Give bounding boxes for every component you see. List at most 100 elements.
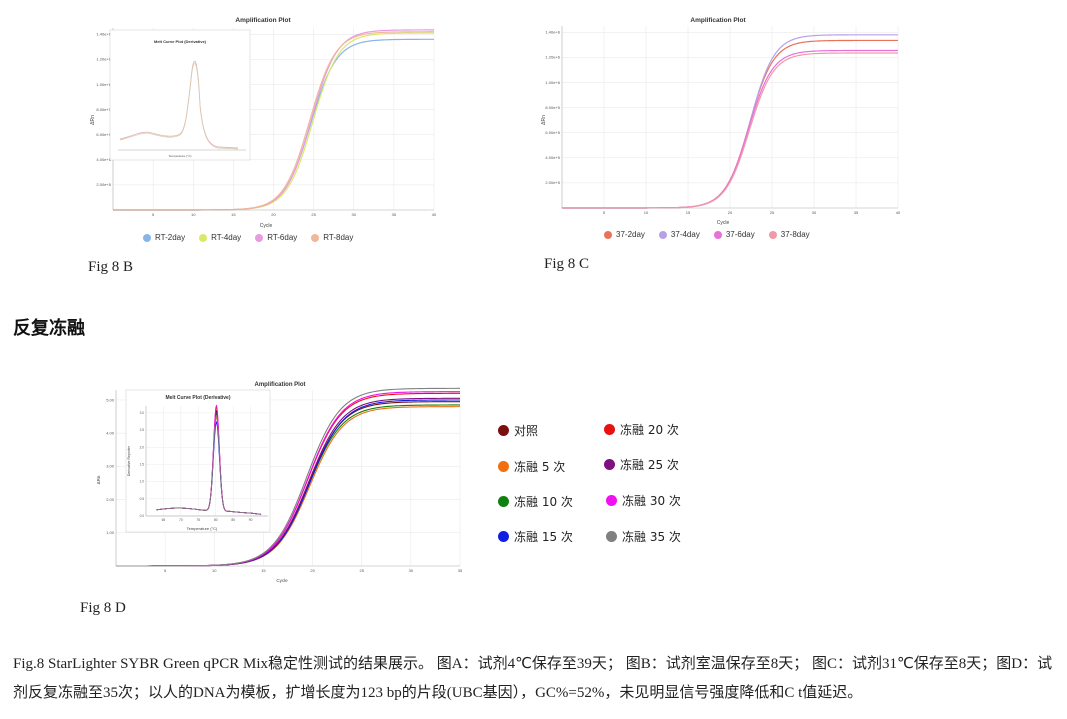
- y-tick-label: 2.00e+5: [96, 182, 111, 187]
- y-tick-label: 6.00e+5: [545, 130, 560, 135]
- x-tick-label: 15: [686, 210, 691, 215]
- x-tick-label: 30: [352, 212, 357, 217]
- inset-y-tick-label: 2.5: [140, 428, 145, 432]
- amplification-plot-c: Amplification Plot 5 10 15 20 25 30 35 40 2.00e+…: [541, 17, 901, 226]
- chart-b-xlabel: Cycle: [260, 223, 273, 229]
- inset-x-tick-label: 90: [249, 518, 253, 522]
- inset-d-ylabel: Derivative Reporter: [127, 445, 131, 476]
- x-tick-label: 15: [261, 568, 266, 573]
- inset-x-tick-label: 85: [231, 518, 235, 522]
- x-tick-label: 40: [432, 212, 437, 217]
- x-tick-label: 30: [812, 210, 817, 215]
- inset-d-title: Melt Curve Plot (Derivative): [165, 395, 230, 401]
- y-tick-label: 4.00e+5: [545, 155, 560, 160]
- legend-b-item: RT-4day: [199, 233, 241, 242]
- section-heading: 反复冻融: [13, 318, 85, 339]
- amplification-plot-d: Amplification Plot 5 10 15 20 25 30 351.002.00…: [96, 382, 463, 583]
- x-tick-label: 10: [212, 568, 217, 573]
- x-tick-label: 40: [896, 210, 901, 215]
- legend-d-item: 冻融 25 次: [604, 456, 679, 473]
- y-tick-label: 1.20e+6: [96, 57, 111, 62]
- legend-b-item: RT-8day: [311, 233, 353, 242]
- x-tick-label: 35: [392, 212, 397, 217]
- chart-d-ylabel: ΔRn: [96, 475, 101, 484]
- y-tick-label: 4.00e+5: [96, 157, 111, 162]
- x-tick-label: 5: [603, 210, 606, 215]
- inset-x-tick-label: 65: [162, 518, 166, 522]
- legend-c-item: 37-8day: [768, 230, 810, 239]
- melt-curve-inset-b: Melt Curve Plot (Derivative) Temperature…: [109, 29, 251, 161]
- chart-b-title: Amplification Plot: [235, 17, 291, 24]
- fig-caption-c: Fig 8 C: [544, 256, 590, 272]
- legend-d-item: 冻融 10 次: [498, 493, 573, 510]
- legend-d: 对照 冻融 5 次 冻融 10 次 冻融 15 次 冻融 20 次 冻融 25 …: [496, 418, 706, 558]
- x-tick-label: 35: [854, 210, 859, 215]
- inset-y-tick-label: 1.0: [140, 480, 145, 484]
- legend-c-item: 37-4day: [658, 230, 700, 239]
- x-tick-label: 20: [271, 212, 276, 217]
- legend-c: 37-2day 37-4day 37-6day 37-8day: [604, 230, 810, 239]
- x-tick-label: 20: [728, 210, 733, 215]
- chart-b-ylabel: ΔRn: [90, 115, 96, 125]
- legend-c-item: 37-2day: [604, 230, 645, 239]
- x-tick-label: 25: [359, 568, 364, 573]
- y-tick-label: 1.40e+6: [545, 30, 560, 35]
- y-tick-label: 1.40e+6: [96, 32, 111, 37]
- figure-description: Fig.8 StarLighter SYBR Green qPCR Mix稳定性…: [13, 656, 1053, 701]
- legend-b-item: RT-2day: [143, 233, 185, 242]
- legend-d-item: 冻融 15 次: [498, 528, 573, 545]
- y-tick-label: 2.00: [106, 497, 115, 502]
- x-tick-label: 15: [231, 212, 236, 217]
- legend-c-item: 37-6day: [713, 230, 755, 239]
- legend-d-item: 对照: [498, 422, 538, 439]
- y-tick-label: 1.00e+6: [96, 82, 111, 87]
- inset-x-tick-label: 70: [179, 518, 183, 522]
- inset-x-tick-label: 80: [214, 518, 218, 522]
- inset-x-tick-label: 75: [197, 518, 201, 522]
- y-tick-label: 3.00: [106, 464, 115, 469]
- chart-c-xlabel: Cycle: [717, 220, 730, 226]
- legend-d-item: 冻融 30 次: [606, 492, 681, 509]
- chart-d-title: Amplification Plot: [255, 382, 306, 388]
- y-tick-label: 6.00e+5: [96, 132, 111, 137]
- x-tick-label: 10: [644, 210, 649, 215]
- inset-y-tick-label: 1.5: [140, 462, 145, 466]
- chart-c-ylabel: ΔRn: [541, 115, 547, 125]
- fig-caption-d: Fig 8 D: [80, 600, 126, 616]
- y-tick-label: 4.00: [106, 430, 115, 435]
- x-tick-label: 30: [409, 568, 414, 573]
- y-tick-label: 1.20e+6: [545, 55, 560, 60]
- inset-y-tick-label: 0.0: [140, 514, 145, 518]
- x-tick-label: 25: [770, 210, 775, 215]
- inset-melt-line-7: [156, 415, 262, 515]
- x-tick-label: 25: [311, 212, 316, 217]
- melt-curve-inset-d: Melt Curve Plot (Derivative) 65 70 75 80 85 9…: [125, 389, 271, 533]
- x-tick-label: 5: [164, 568, 167, 573]
- legend-d-item: 冻融 5 次: [498, 458, 565, 475]
- y-tick-label: 8.00e+5: [96, 107, 111, 112]
- inset-d-xlabel: Temperature (°C): [187, 526, 218, 531]
- y-tick-label: 8.00e+5: [545, 105, 560, 110]
- chart-c-title: Amplification Plot: [690, 17, 746, 24]
- inset-y-tick-label: 0.5: [140, 497, 145, 501]
- x-tick-label: 20: [310, 568, 315, 573]
- y-tick-label: 1.00e+6: [545, 80, 560, 85]
- inset-y-tick-label: 3.0: [140, 411, 145, 415]
- inset-b-xlabel: Temperature (°C): [168, 154, 191, 158]
- inset-b-peak-2: [119, 63, 239, 150]
- y-tick-label: 1.00: [106, 530, 115, 535]
- x-tick-label: 5: [152, 212, 155, 217]
- chart-d-xlabel: Cycle: [276, 578, 288, 583]
- legend-d-item: 冻融 20 次: [604, 421, 679, 438]
- inset-y-tick-label: 2.0: [140, 445, 145, 449]
- x-tick-label: 10: [191, 212, 196, 217]
- legend-d-item: 冻融 35 次: [606, 528, 681, 545]
- y-tick-label: 5.00: [106, 397, 115, 402]
- legend-b: RT-2day RT-4day RT-6day RT-8day: [143, 233, 353, 242]
- x-tick-label: 35: [458, 568, 463, 573]
- amplification-plot-b: Amplification Plot 5 10 15 20 25 30 35 40 2.00e+…: [90, 17, 437, 229]
- inset-b-title: Melt Curve Plot (Derivative): [154, 39, 207, 44]
- y-tick-label: 2.00e+5: [545, 180, 560, 185]
- legend-b-item: RT-6day: [255, 233, 297, 242]
- fig-caption-b: Fig 8 B: [88, 259, 134, 275]
